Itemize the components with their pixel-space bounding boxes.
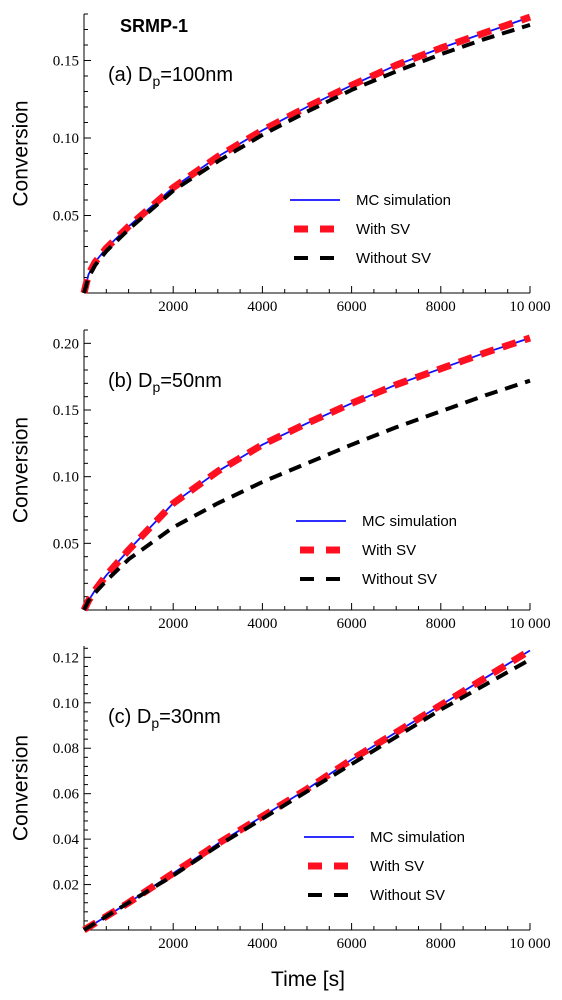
legend-entry-without-sv: Without SV <box>356 250 431 267</box>
panel-label-prefix: (c) D <box>108 706 151 728</box>
panel-a: 2000 4000 6000 8000 10 000 0.05 0.10 0.15 (a) Dp… <box>53 13 551 315</box>
panel-label-value: =50nm <box>160 370 222 392</box>
panel-label: (c) Dp=30nm <box>108 706 221 731</box>
series-line-with-sv <box>80 13 532 294</box>
x-tick-label: 6000 <box>337 936 367 952</box>
x-tick-label: 4000 <box>247 299 277 315</box>
panel-label-subscript: p <box>152 73 160 89</box>
legend-entry-with-sv: With SV <box>362 542 416 559</box>
panel-label: (b) Dp=50nm <box>108 370 222 395</box>
x-tick-label: 10 000 <box>509 299 550 315</box>
y-tick-label: 0.04 <box>53 832 80 848</box>
y-tick-label: 0.05 <box>53 209 79 225</box>
x-axis-title: Time [s] <box>271 968 345 991</box>
series-line-without-sv <box>82 22 531 294</box>
x-tick-label: 4000 <box>247 616 277 632</box>
legend-entry-mc: MC simulation <box>370 829 465 846</box>
x-tick-label: 8000 <box>426 299 456 315</box>
y-tick-label: 0.08 <box>53 741 79 757</box>
x-tick-label: 10 000 <box>509 616 550 632</box>
legend-entry-mc: MC simulation <box>356 192 451 209</box>
legend-entry-with-sv: With SV <box>356 221 410 238</box>
y-axis-title-b: Conversion <box>10 417 33 523</box>
x-tick-label: 6000 <box>337 616 367 632</box>
y-tick-label: 0.20 <box>53 336 79 352</box>
panel-c: 2000 4000 6000 8000 10 000 0.02 0.04 0.06 0.08 0.… <box>53 646 551 952</box>
legend: MC simulation With SV Without SV <box>304 829 465 904</box>
panel-label-subscript: p <box>152 379 160 395</box>
panel-label: (a) Dp=100nm <box>108 64 233 89</box>
series-line-mc <box>83 16 531 294</box>
y-axis-title-a: Conversion <box>10 100 33 206</box>
x-tick-label: 2000 <box>158 616 188 632</box>
y-tick-label: 0.15 <box>53 403 79 419</box>
panel-label-subscript: p <box>151 715 159 731</box>
y-tick-label: 0.12 <box>53 650 79 666</box>
series-line-without-sv <box>82 378 531 611</box>
y-tick-label: 0.10 <box>53 696 79 712</box>
y-tick-label: 0.02 <box>53 878 79 894</box>
panel-label-value: =30nm <box>159 706 221 728</box>
panel-label-prefix: (b) D <box>108 370 152 392</box>
y-tick-label: 0.05 <box>53 536 79 552</box>
x-tick-label: 4000 <box>247 936 277 952</box>
panel-b: 2000 4000 6000 8000 10 000 0.05 0.10 0.15 0.20 (b… <box>53 329 551 632</box>
y-tick-label: 0.15 <box>53 54 79 70</box>
x-tick-label: 10 000 <box>509 936 550 952</box>
y-tick-label: 0.10 <box>53 131 79 147</box>
figure-title: SRMP-1 <box>120 16 188 36</box>
y-tick-label: 0.06 <box>53 787 80 803</box>
panel-label-prefix: (a) D <box>108 64 152 86</box>
legend-entry-with-sv: With SV <box>370 858 424 875</box>
panel-label-value: =100nm <box>160 64 233 86</box>
x-tick-label: 8000 <box>426 936 456 952</box>
x-tick-label: 8000 <box>426 616 456 632</box>
legend: MC simulation With SV Without SV <box>290 192 451 267</box>
legend-entry-without-sv: Without SV <box>362 571 437 588</box>
x-tick-label: 6000 <box>337 299 367 315</box>
legend-entry-without-sv: Without SV <box>370 887 445 904</box>
y-tick-label: 0.10 <box>53 470 79 486</box>
x-tick-label: 2000 <box>158 936 188 952</box>
y-axis-title-c: Conversion <box>10 735 33 841</box>
x-tick-label: 2000 <box>158 299 188 315</box>
legend: MC simulation With SV Without SV <box>296 513 457 588</box>
series-line-with-sv <box>80 334 532 612</box>
series-line-without-sv <box>82 657 531 932</box>
legend-entry-mc: MC simulation <box>362 513 457 530</box>
